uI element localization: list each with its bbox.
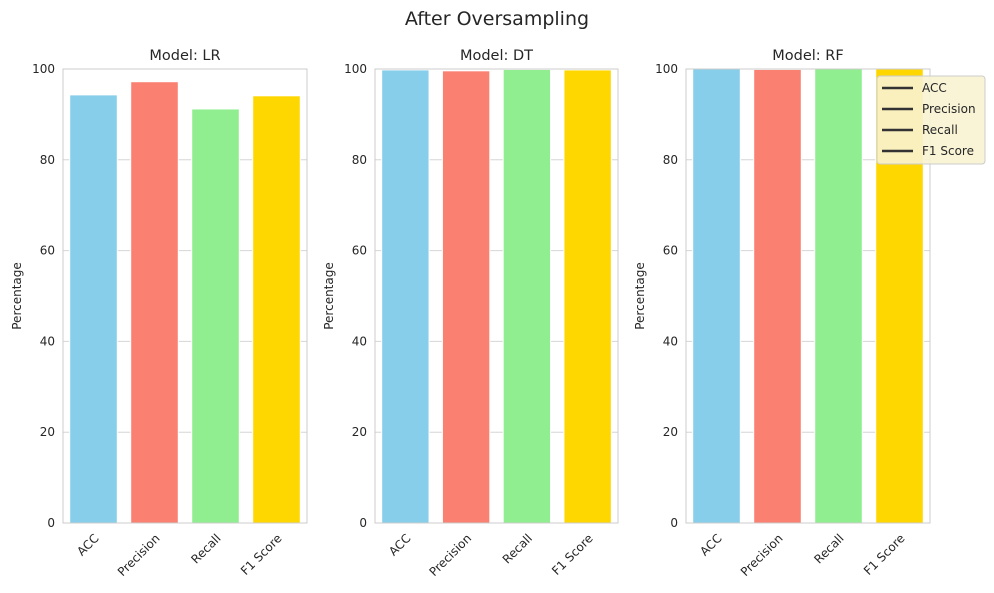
y-tick-label: 20 bbox=[663, 425, 678, 439]
legend-box bbox=[876, 75, 986, 165]
y-tick-label: 60 bbox=[663, 244, 678, 258]
y-axis-label: Percentage bbox=[10, 262, 24, 330]
axes-frame bbox=[62, 68, 308, 524]
axes-title: Model: RF bbox=[772, 48, 843, 64]
x-tick-label: ACC bbox=[74, 531, 101, 558]
y-tick-label: 100 bbox=[344, 62, 367, 76]
y-tick-label: 100 bbox=[655, 62, 678, 76]
y-tick-label: 20 bbox=[352, 425, 367, 439]
bar-f1-score bbox=[563, 69, 612, 524]
x-tick-label: Precision bbox=[738, 531, 786, 579]
bar-recall bbox=[191, 108, 240, 524]
x-tick-label: Precision bbox=[426, 531, 474, 579]
x-tick-label: Recall bbox=[811, 531, 846, 566]
chart-panel-1: 0 20 40 60 80 100 ACC Precision Recall F1 Score Mo… bbox=[10, 48, 308, 579]
y-tick-label: 40 bbox=[663, 334, 678, 348]
x-tick-label: F1 Score bbox=[861, 531, 908, 578]
bar-precision bbox=[441, 70, 491, 524]
y-tick-label: 20 bbox=[40, 425, 55, 439]
bar-acc bbox=[69, 94, 118, 524]
chart-panel-3: 0 20 40 60 80 100 ACC Precision Recall F1 Score Mo… bbox=[633, 48, 986, 579]
x-tick-label: Precision bbox=[115, 531, 163, 579]
x-tick-label: ACC bbox=[697, 531, 724, 558]
x-tick-label: F1 Score bbox=[549, 531, 596, 578]
x-tick-label: ACC bbox=[386, 531, 413, 558]
axes-title: Model: LR bbox=[149, 48, 220, 64]
bar-precision bbox=[130, 81, 179, 524]
y-tick-label: 0 bbox=[359, 516, 367, 530]
y-tick-label: 80 bbox=[663, 153, 678, 167]
y-tick-label: 60 bbox=[40, 244, 55, 258]
x-tick-label: Recall bbox=[500, 531, 535, 566]
axes-title: Model: DT bbox=[460, 48, 533, 64]
bar-recall bbox=[814, 68, 863, 524]
bar-acc bbox=[692, 68, 741, 524]
chart-panel-2: 0 20 40 60 80 100 ACC Precision Recall F1 Score Mo… bbox=[322, 48, 619, 579]
x-tick-label: F1 Score bbox=[238, 531, 285, 578]
y-axis-label: Percentage bbox=[633, 262, 647, 330]
legend-entry: Precision bbox=[922, 102, 976, 116]
bar-f1-score bbox=[252, 95, 301, 524]
bar-recall bbox=[502, 68, 552, 524]
y-tick-label: 60 bbox=[352, 244, 367, 258]
axes-frame bbox=[374, 68, 619, 524]
y-tick-label: 40 bbox=[40, 334, 55, 348]
y-axis-label: Percentage bbox=[322, 262, 336, 330]
legend-entry: F1 Score bbox=[922, 144, 974, 158]
figure-title: After Oversampling bbox=[405, 8, 589, 30]
legend-entry: ACC bbox=[922, 81, 947, 95]
y-tick-label: 0 bbox=[47, 516, 55, 530]
y-tick-label: 80 bbox=[40, 153, 55, 167]
axes-frame bbox=[685, 68, 931, 524]
bar-precision bbox=[753, 68, 802, 524]
y-tick-label: 80 bbox=[352, 153, 367, 167]
legend-entry: Recall bbox=[922, 123, 958, 137]
legend: ACC Precision Recall F1 Score bbox=[876, 75, 986, 165]
y-tick-label: 100 bbox=[32, 62, 55, 76]
bar-acc bbox=[381, 69, 430, 524]
y-tick-label: 40 bbox=[352, 334, 367, 348]
y-tick-label: 0 bbox=[670, 516, 678, 530]
x-tick-label: Recall bbox=[188, 531, 223, 566]
